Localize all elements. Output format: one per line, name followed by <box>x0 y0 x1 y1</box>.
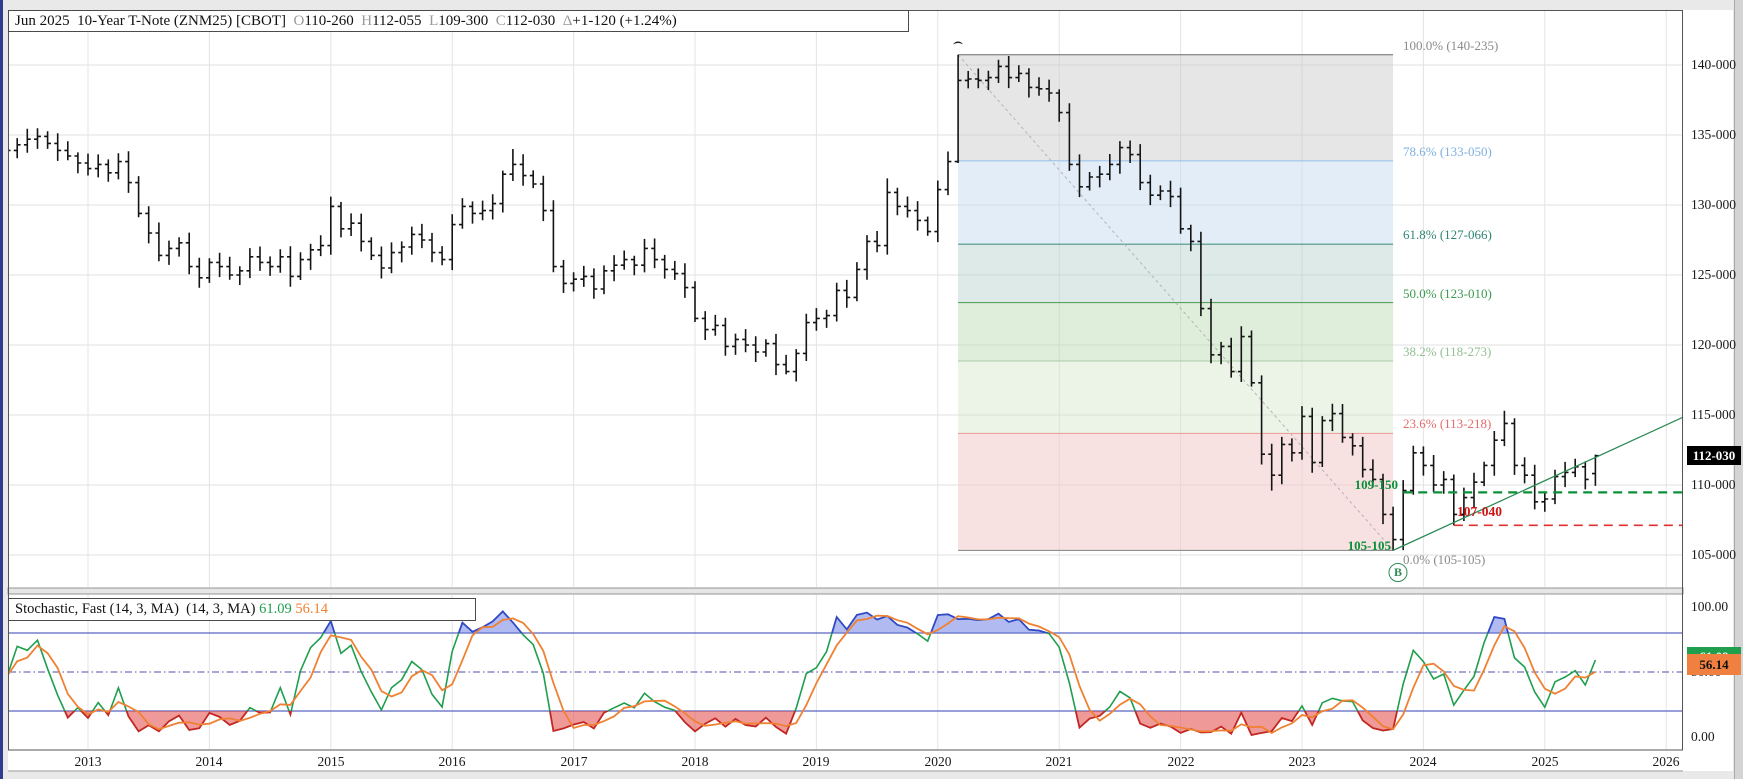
chart-title-segment: O <box>293 13 305 29</box>
chart-title-segment: +1-120 (+1.24%) <box>572 13 677 29</box>
indicator-title-segment: 56.14 <box>295 601 328 617</box>
chart-title-segment: L <box>429 13 439 29</box>
chart-background <box>8 10 1733 771</box>
window-edge-stripe <box>0 0 3 779</box>
swing-high-marker-icon: ⌢ <box>952 34 964 51</box>
indicator-title-segment: Stochastic, Fast (14, 3, MA) (14, 3, MA) <box>15 601 260 617</box>
chart-title: Jun 2025 10-Year T-Note (ZNM25) [CBOT] O… <box>8 10 909 32</box>
chart-title-segment: Jun 2025 10-Year T-Note (ZNM25) [CBOT] <box>15 13 294 29</box>
chart-title-segment: Δ <box>562 13 573 29</box>
stoch-d-value-tag: 56.14 <box>1687 654 1741 675</box>
swing-low-b-marker[interactable]: B <box>1388 563 1408 582</box>
chart-title-segment: 109-300 <box>438 13 496 29</box>
chart-title-segment: 110-260 <box>304 13 362 29</box>
chart-title-segment: H <box>361 13 373 29</box>
resistance-level-label: 109-150 <box>1354 477 1398 492</box>
indicator-title: Stochastic, Fast (14, 3, MA) (14, 3, MA)… <box>8 598 476 621</box>
chart-title-segment: 112-055 <box>372 13 430 29</box>
scrollbar-track[interactable] <box>1734 0 1743 779</box>
support-level-label: 107-040 <box>1457 504 1502 519</box>
current-price-tag: 112-030 <box>1687 446 1741 465</box>
indicator-title-segment: 61.09 <box>259 601 296 617</box>
chart-title-segment: C <box>495 13 506 29</box>
chart-title-segment: 112-030 <box>505 13 563 29</box>
swing-low-price-label: 105-105 <box>1347 538 1391 553</box>
